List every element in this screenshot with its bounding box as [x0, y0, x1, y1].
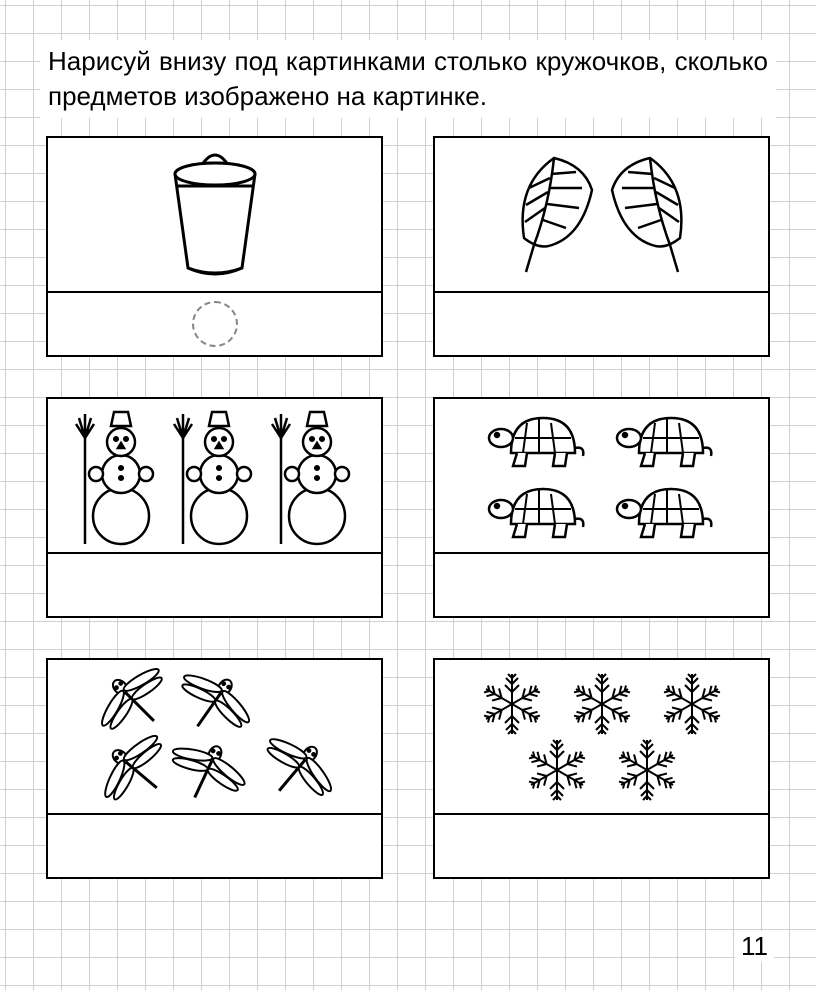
instruction-text: Нарисуй внизу под картинками столько кру… [40, 40, 776, 118]
leaf-icon [605, 150, 700, 280]
answer-area-bucket[interactable] [48, 293, 381, 355]
picture-leaves [435, 138, 768, 293]
exercise-grid [40, 136, 776, 879]
answer-area-snowflakes[interactable] [435, 815, 768, 877]
snowman-icon [71, 406, 163, 546]
answer-area-dragonflies[interactable] [48, 815, 381, 877]
picture-snowflakes [435, 660, 768, 815]
answer-area-turtles[interactable] [435, 554, 768, 616]
snowman-icon [267, 406, 359, 546]
snowflakes-group [452, 662, 752, 812]
snowman-icon [169, 406, 261, 546]
card-turtles [433, 397, 770, 618]
picture-snowmen [48, 399, 381, 554]
card-snowflakes [433, 658, 770, 879]
bucket-icon [160, 150, 270, 280]
turtle-icon [611, 408, 721, 473]
card-leaves [433, 136, 770, 357]
example-circle-icon [192, 301, 238, 347]
answer-area-snowmen[interactable] [48, 554, 381, 616]
card-snowmen [46, 397, 383, 618]
worksheet-content: Нарисуй внизу под картинками столько кру… [0, 0, 816, 899]
page-number: 11 [735, 931, 774, 962]
answer-area-leaves[interactable] [435, 293, 768, 355]
leaf-icon [504, 150, 599, 280]
card-bucket [46, 136, 383, 357]
picture-bucket [48, 138, 381, 293]
dragonflies-group [65, 662, 365, 812]
picture-dragonflies [48, 660, 381, 815]
turtle-icon [483, 479, 593, 544]
turtle-icon [611, 479, 721, 544]
picture-turtles [435, 399, 768, 554]
turtle-icon [483, 408, 593, 473]
card-dragonflies [46, 658, 383, 879]
